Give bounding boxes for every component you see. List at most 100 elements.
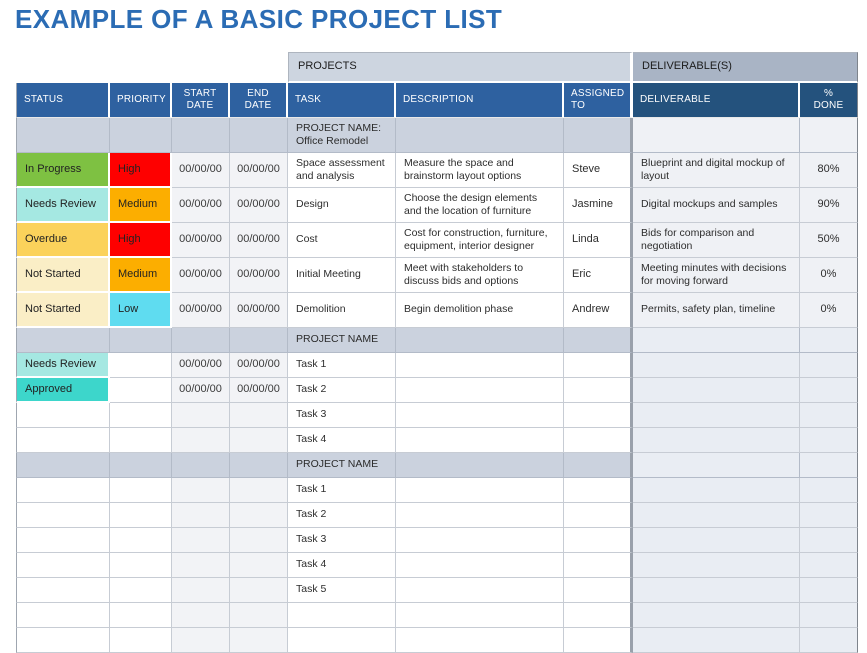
cell-end-date[interactable] — [230, 478, 288, 503]
cell-assigned-to[interactable] — [564, 578, 633, 603]
cell-assigned-to[interactable]: Linda — [564, 223, 633, 258]
cell-pct-done[interactable] — [800, 453, 858, 478]
cell-assigned-to[interactable] — [564, 453, 633, 478]
cell-pct-done[interactable]: 80% — [800, 153, 858, 188]
cell-pct-done[interactable] — [800, 118, 858, 153]
cell-priority[interactable] — [110, 353, 172, 378]
cell-end-date[interactable]: 00/00/00 — [230, 258, 288, 293]
cell-description[interactable] — [396, 453, 564, 478]
cell-start-date[interactable] — [172, 403, 230, 428]
cell-status[interactable]: Approved — [16, 378, 110, 403]
cell-task[interactable]: Task 2 — [288, 503, 396, 528]
cell-deliverable[interactable] — [633, 118, 800, 153]
cell-status[interactable]: Overdue — [16, 223, 110, 258]
cell-priority[interactable]: High — [110, 153, 172, 188]
cell-deliverable[interactable] — [633, 453, 800, 478]
cell-end-date[interactable] — [230, 628, 288, 653]
cell-status[interactable] — [16, 118, 110, 153]
cell-start-date[interactable]: 00/00/00 — [172, 153, 230, 188]
cell-status[interactable]: In Progress — [16, 153, 110, 188]
cell-pct-done[interactable] — [800, 403, 858, 428]
cell-end-date[interactable]: 00/00/00 — [230, 353, 288, 378]
cell-pct-done[interactable] — [800, 378, 858, 403]
cell-priority[interactable]: Medium — [110, 188, 172, 223]
cell-start-date[interactable] — [172, 553, 230, 578]
cell-deliverable[interactable] — [633, 403, 800, 428]
cell-start-date[interactable]: 00/00/00 — [172, 353, 230, 378]
cell-task[interactable] — [288, 603, 396, 628]
cell-task[interactable]: Task 1 — [288, 478, 396, 503]
cell-assigned-to[interactable] — [564, 353, 633, 378]
cell-description[interactable] — [396, 578, 564, 603]
cell-priority[interactable] — [110, 403, 172, 428]
cell-pct-done[interactable] — [800, 553, 858, 578]
cell-status[interactable] — [16, 603, 110, 628]
cell-pct-done[interactable] — [800, 478, 858, 503]
cell-status[interactable] — [16, 403, 110, 428]
cell-start-date[interactable] — [172, 628, 230, 653]
cell-deliverable[interactable] — [633, 378, 800, 403]
cell-deliverable[interactable] — [633, 478, 800, 503]
cell-pct-done[interactable]: 0% — [800, 258, 858, 293]
cell-description[interactable] — [396, 118, 564, 153]
cell-task[interactable]: Cost — [288, 223, 396, 258]
cell-task[interactable]: Task 3 — [288, 403, 396, 428]
cell-end-date[interactable]: 00/00/00 — [230, 223, 288, 258]
cell-start-date[interactable] — [172, 578, 230, 603]
cell-assigned-to[interactable] — [564, 403, 633, 428]
cell-end-date[interactable]: 00/00/00 — [230, 153, 288, 188]
cell-priority[interactable] — [110, 628, 172, 653]
cell-end-date[interactable] — [230, 578, 288, 603]
cell-task[interactable]: Task 5 — [288, 578, 396, 603]
cell-pct-done[interactable]: 90% — [800, 188, 858, 223]
cell-status[interactable]: Needs Review — [16, 353, 110, 378]
cell-pct-done[interactable] — [800, 328, 858, 353]
cell-priority[interactable] — [110, 478, 172, 503]
cell-deliverable[interactable] — [633, 328, 800, 353]
cell-status[interactable]: Needs Review — [16, 188, 110, 223]
cell-priority[interactable] — [110, 428, 172, 453]
cell-pct-done[interactable] — [800, 603, 858, 628]
cell-priority[interactable] — [110, 503, 172, 528]
cell-pct-done[interactable]: 0% — [800, 293, 858, 328]
cell-pct-done[interactable] — [800, 628, 858, 653]
cell-status[interactable] — [16, 428, 110, 453]
cell-assigned-to[interactable] — [564, 378, 633, 403]
cell-task[interactable] — [288, 628, 396, 653]
cell-task[interactable]: Task 2 — [288, 378, 396, 403]
cell-description[interactable] — [396, 428, 564, 453]
cell-priority[interactable] — [110, 578, 172, 603]
cell-assigned-to[interactable]: Jasmine — [564, 188, 633, 223]
cell-assigned-to[interactable] — [564, 528, 633, 553]
cell-description[interactable]: Measure the space and brainstorm layout … — [396, 153, 564, 188]
cell-pct-done[interactable] — [800, 428, 858, 453]
cell-description[interactable] — [396, 553, 564, 578]
cell-start-date[interactable] — [172, 503, 230, 528]
cell-end-date[interactable] — [230, 528, 288, 553]
cell-deliverable[interactable]: Meeting minutes with decisions for movin… — [633, 258, 800, 293]
cell-end-date[interactable] — [230, 428, 288, 453]
cell-priority[interactable] — [110, 603, 172, 628]
cell-deliverable[interactable] — [633, 553, 800, 578]
cell-deliverable[interactable]: Digital mockups and samples — [633, 188, 800, 223]
cell-description[interactable] — [396, 478, 564, 503]
cell-assigned-to[interactable] — [564, 478, 633, 503]
cell-end-date[interactable] — [230, 328, 288, 353]
cell-priority[interactable] — [110, 378, 172, 403]
cell-description[interactable] — [396, 503, 564, 528]
cell-status[interactable] — [16, 453, 110, 478]
cell-start-date[interactable] — [172, 118, 230, 153]
cell-priority[interactable]: Low — [110, 293, 172, 328]
cell-assigned-to[interactable] — [564, 553, 633, 578]
cell-priority[interactable] — [110, 453, 172, 478]
cell-status[interactable] — [16, 628, 110, 653]
cell-status[interactable]: Not Started — [16, 258, 110, 293]
cell-description[interactable]: Meet with stakeholders to discuss bids a… — [396, 258, 564, 293]
cell-end-date[interactable]: 00/00/00 — [230, 188, 288, 223]
cell-description[interactable] — [396, 403, 564, 428]
cell-task[interactable]: Demolition — [288, 293, 396, 328]
cell-status[interactable] — [16, 553, 110, 578]
cell-assigned-to[interactable] — [564, 428, 633, 453]
cell-deliverable[interactable]: Blueprint and digital mockup of layout — [633, 153, 800, 188]
cell-pct-done[interactable] — [800, 503, 858, 528]
